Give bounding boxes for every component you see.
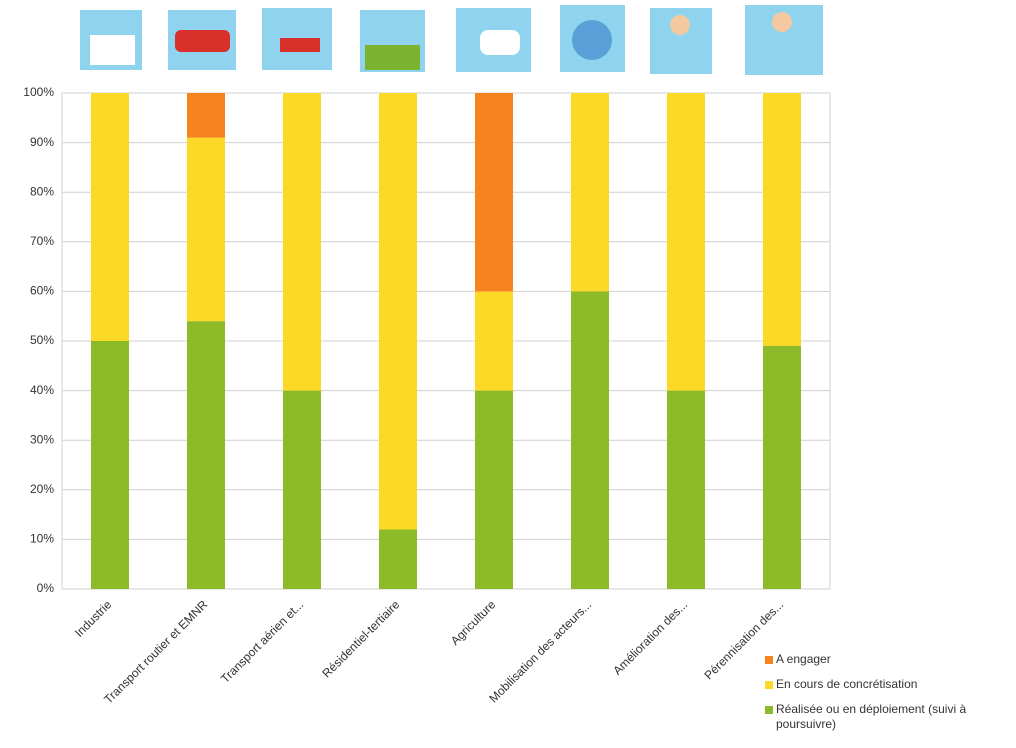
legend-label: En cours de concrétisation	[776, 677, 918, 691]
x-tick-label: Industrie	[72, 597, 115, 640]
y-tick-label: 60%	[30, 284, 54, 298]
bar-segment	[571, 291, 609, 589]
x-tick-label: Agriculture	[448, 597, 499, 648]
icon-shape	[90, 35, 135, 65]
bar-segment	[91, 93, 129, 341]
legend-swatch	[765, 706, 773, 714]
x-tick-label: Mobilisation des acteurs...	[486, 597, 594, 705]
bar-segment	[283, 390, 321, 589]
bar-segment	[571, 93, 609, 292]
bar-segment	[475, 93, 513, 292]
legend-item: Réalisée ou en déploiement (suivi à pour…	[776, 702, 967, 731]
icons	[80, 5, 823, 75]
bar-segment	[475, 291, 513, 391]
y-tick-label: 30%	[30, 432, 54, 446]
bar-segment	[763, 93, 801, 346]
icon-shape	[175, 30, 230, 52]
x-tick-label: Transport aérien et...	[218, 597, 306, 685]
bar-segment	[187, 137, 225, 322]
icon-shape	[365, 45, 420, 70]
y-tick-label: 70%	[30, 234, 54, 248]
y-tick-label: 100%	[23, 85, 54, 99]
x-tick-label: Pérennisation des...	[701, 597, 786, 682]
bar-segment	[475, 390, 513, 589]
bar-segment	[667, 390, 705, 589]
icon-shape	[572, 20, 612, 60]
legend-item: En cours de concrétisation	[776, 677, 918, 691]
bar-segment	[91, 341, 129, 589]
bar-segment	[283, 93, 321, 391]
legend-label: Réalisée ou en déploiement (suivi à pour…	[776, 702, 967, 731]
y-tick-label: 80%	[30, 184, 54, 198]
y-tick-label: 20%	[30, 482, 54, 496]
legend-label: A engager	[776, 652, 831, 666]
legend-swatch	[765, 681, 773, 689]
x-tick-label: Transport routier et EMNR	[101, 597, 210, 706]
bar-segment	[187, 93, 225, 138]
x-tick-label: Amélioration des...	[610, 597, 690, 677]
bar-segment	[379, 529, 417, 589]
legend-item: A engager	[776, 652, 831, 666]
y-tick-label: 0%	[37, 581, 55, 595]
legend-swatch	[765, 656, 773, 664]
bar-segment	[667, 93, 705, 391]
bar-segment	[187, 321, 225, 589]
icon-shape	[772, 12, 792, 32]
icon-shape	[480, 30, 520, 55]
y-tick-label: 90%	[30, 135, 54, 149]
bar-segment	[763, 345, 801, 589]
bar-segment	[379, 93, 417, 530]
icon-shape	[280, 38, 320, 52]
y-tick-label: 50%	[30, 333, 54, 347]
y-tick-label: 10%	[30, 532, 54, 546]
icon-shape	[670, 15, 690, 35]
x-tick-label: Résidentiel-tertiaire	[319, 597, 402, 680]
y-tick-label: 40%	[30, 383, 54, 397]
